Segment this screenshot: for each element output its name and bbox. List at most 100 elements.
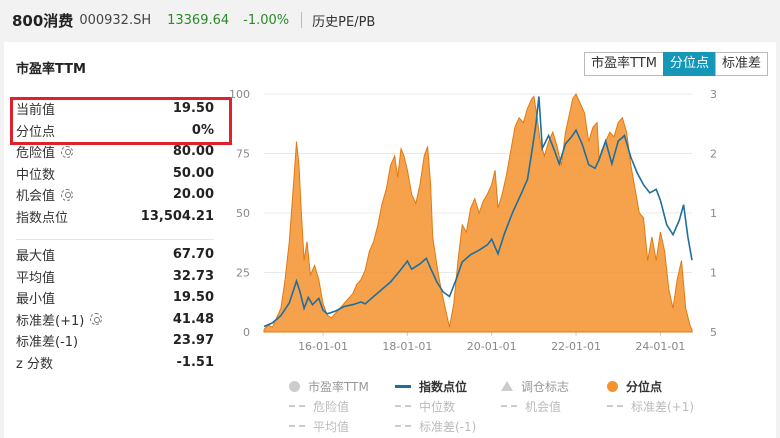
- index-price: 13369.64: [167, 12, 230, 28]
- stat-row: z 分数 -1.51: [16, 352, 214, 374]
- x-tick-label: 20-01-01: [467, 340, 517, 353]
- legend-label: 危险值: [313, 399, 350, 414]
- stat-label-wrap: 最小值: [16, 288, 55, 307]
- legend-item[interactable]: 标准差(+1): [607, 398, 713, 415]
- stat-value: 0%: [191, 122, 214, 138]
- legend-item[interactable]: 机会值: [501, 398, 607, 415]
- legend-item[interactable]: 指数点位: [395, 378, 501, 395]
- stat-row: 指数点位 13,504.21: [16, 206, 214, 228]
- legend-line-icon: [395, 384, 411, 388]
- stat-label: 平均值: [16, 270, 56, 286]
- stats-divider: [16, 239, 214, 240]
- legend-item[interactable]: 调仓标志: [501, 378, 607, 395]
- legend-dash-icon: [395, 405, 411, 407]
- stat-row: 中位数 50.00: [16, 163, 214, 185]
- stat-label-wrap: 标准差(-1): [16, 331, 78, 350]
- legend-item[interactable]: 市盈率TTM: [289, 378, 395, 395]
- stat-value: 13,504.21: [140, 208, 214, 224]
- stat-row: 标准差(+1) 41.48: [16, 309, 214, 331]
- stat-label: 最小值: [16, 292, 56, 308]
- legend-dash-icon: [289, 425, 305, 427]
- highlight-box: [10, 97, 232, 145]
- x-tick-label: 22-01-01: [551, 340, 601, 353]
- stat-row: 分位点 0%: [16, 120, 214, 142]
- gear-icon[interactable]: [61, 145, 74, 158]
- index-name: 800消费: [12, 11, 74, 30]
- legend-row: 市盈率TTM 指数点位 调仓标志 分位点: [289, 376, 729, 396]
- chart-legend: 市盈率TTM 指数点位 调仓标志 分位点危险值 中位数 机会值 标准差(+1) 平均值 标准差(…: [289, 376, 729, 436]
- stat-row: 最大值 67.70: [16, 244, 214, 266]
- stat-label: 分位点: [16, 124, 56, 140]
- tab-std-dev[interactable]: 标准差: [714, 52, 768, 76]
- stat-value: 32.73: [172, 268, 214, 284]
- stat-row: 当前值 19.50: [16, 98, 214, 120]
- stat-label: 中位数: [16, 167, 56, 183]
- stat-label: 危险值: [16, 146, 56, 162]
- stat-value: -1.51: [176, 354, 214, 370]
- legend-dash-icon: [501, 405, 517, 407]
- legend-label: 机会值: [525, 399, 562, 414]
- stat-row: 机会值 20.00: [16, 184, 214, 206]
- index-code: 000932.SH: [79, 12, 152, 28]
- legend-item[interactable]: 平均值: [289, 418, 395, 435]
- y-right-tick-label: 31,780: [710, 88, 716, 101]
- stat-value: 41.48: [172, 311, 214, 327]
- index-header: 800消费 000932.SH 13369.64 -1.00% 历史PE/PB: [0, 0, 780, 40]
- y-left-tick-label: 75: [236, 148, 250, 161]
- stat-label-wrap: 机会值: [16, 185, 74, 205]
- legend-label: 标准差(+1): [631, 399, 695, 414]
- legend-label: 市盈率TTM: [308, 379, 369, 394]
- stat-value: 20.00: [172, 187, 214, 203]
- legend-dot-icon: [607, 380, 618, 392]
- legend-row: 平均值 标准差(-1): [289, 416, 729, 436]
- stat-label-wrap: z 分数: [16, 353, 53, 372]
- x-tick-label: 24-01-01: [635, 340, 685, 353]
- tab-percentile[interactable]: 分位点: [662, 52, 716, 76]
- stat-label: 标准差(+1): [16, 313, 85, 329]
- percentile-chart: 0 25 50 75 100 5,595 12,142 18,689 25,236 31,780 1…: [229, 88, 716, 353]
- y-right-tick-label: 18,689: [710, 207, 716, 220]
- stat-label-wrap: 当前值: [16, 99, 55, 118]
- gear-icon[interactable]: [90, 313, 103, 326]
- stat-label: z 分数: [16, 356, 53, 372]
- stat-value: 19.50: [172, 290, 214, 306]
- x-tick-label: 16-01-01: [298, 340, 348, 353]
- header-divider: [301, 12, 303, 28]
- legend-label: 指数点位: [419, 379, 468, 394]
- legend-row: 危险值 中位数 机会值 标准差(+1): [289, 396, 729, 416]
- legend-dash-icon: [607, 405, 623, 407]
- stat-label: 机会值: [16, 189, 56, 205]
- stat-value: 67.70: [172, 247, 214, 263]
- legend-item[interactable]: 中位数: [395, 398, 501, 415]
- legend-item[interactable]: 分位点: [607, 378, 713, 395]
- tab-pe-ttm[interactable]: 市盈率TTM: [584, 52, 664, 76]
- chart-mode-tabs: 市盈率TTM 分位点 标准差: [584, 52, 768, 76]
- stat-row: 标准差(-1) 23.97: [16, 330, 214, 352]
- stat-label-wrap: 分位点: [16, 121, 55, 140]
- legend-dot-icon: [289, 380, 300, 392]
- stat-label-wrap: 中位数: [16, 164, 55, 183]
- legend-item[interactable]: 危险值: [289, 398, 395, 415]
- stat-label: 标准差(-1): [16, 335, 79, 351]
- stat-row: 平均值 32.73: [16, 266, 214, 288]
- card-title: 市盈率TTM: [16, 62, 86, 77]
- x-tick-label: 18-01-01: [382, 340, 432, 353]
- stat-value: 80.00: [172, 144, 214, 160]
- legend-label: 中位数: [419, 399, 456, 414]
- y-left-tick-label: 0: [243, 326, 250, 339]
- y-right-tick-label: 5,595: [710, 326, 716, 339]
- legend-dash-icon: [395, 425, 411, 427]
- history-pe-pb-link[interactable]: 历史PE/PB: [312, 14, 376, 30]
- legend-label: 平均值: [313, 419, 350, 434]
- gear-icon[interactable]: [61, 188, 74, 201]
- stat-value: 50.00: [172, 165, 214, 181]
- y-left-tick-label: 25: [236, 267, 250, 280]
- stat-value: 23.97: [172, 333, 214, 349]
- index-points-line-series: [263, 96, 693, 328]
- index-change: -1.00%: [243, 12, 290, 28]
- legend-item[interactable]: 标准差(-1): [395, 418, 501, 435]
- stat-label-wrap: 危险值: [16, 142, 74, 162]
- stat-row: 最小值 19.50: [16, 287, 214, 309]
- stat-value: 19.50: [172, 101, 214, 117]
- y-left-tick-label: 50: [236, 207, 250, 220]
